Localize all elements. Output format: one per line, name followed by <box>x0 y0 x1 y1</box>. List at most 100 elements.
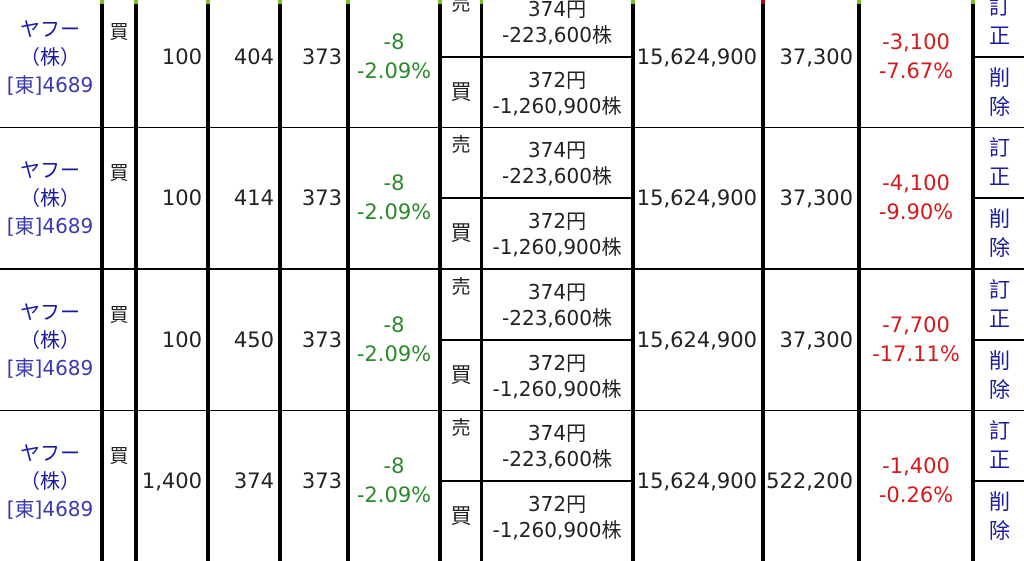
delete-label-1: 削 <box>989 349 1010 374</box>
trade-side: 買 <box>104 0 134 127</box>
ask-quantity: -223,600株 <box>502 305 612 330</box>
edit-label-1: 訂 <box>989 0 1010 20</box>
bid-quantity: -1,260,900株 <box>492 93 622 118</box>
profit-loss-percent: -17.11% <box>872 342 960 366</box>
trading-volume: 15,624,900 <box>636 468 757 493</box>
bid-quantity: -1,260,900株 <box>492 517 622 542</box>
sell-label: 売 <box>451 417 471 439</box>
quantity-value: 1,400 <box>141 468 202 493</box>
acquisition-price-cell: 414 <box>210 128 278 268</box>
quantity-cell: 100 <box>138 0 206 127</box>
trading-volume: 15,624,900 <box>636 327 757 352</box>
buy-label: 買 <box>450 221 472 246</box>
current-price-cell: 373 <box>282 0 346 127</box>
current-price-cell: 373 <box>282 270 346 410</box>
stock-name-link[interactable]: ヤフー （株） [東]4689 <box>0 0 100 127</box>
stock-name-suffix: （株） <box>20 45 80 69</box>
profit-loss-percent: -9.90% <box>878 200 954 224</box>
buy-label-cell: 買 <box>442 199 480 268</box>
valuation-cell: 522,200 <box>765 411 857 551</box>
sell-label: 売 <box>451 134 471 156</box>
current-price: 373 <box>301 185 342 210</box>
sell-label: 売 <box>451 276 471 298</box>
trade-side-label: 買 <box>109 20 129 43</box>
sell-label-cell: 売 <box>442 411 480 480</box>
current-price: 373 <box>301 327 342 352</box>
trading-volume: 15,624,900 <box>636 185 757 210</box>
profit-loss-cell: -3,100 -7.67% <box>861 0 971 127</box>
best-bid-quote: 372円 -1,260,900株 <box>483 341 631 410</box>
profit-loss-cell: -4,100 -9.90% <box>861 128 971 268</box>
stock-name-link[interactable]: ヤフー （株） [東]4689 <box>0 270 100 410</box>
bid-price: 372円 <box>527 350 587 375</box>
delete-button[interactable]: 削除 <box>975 199 1024 268</box>
quantity-value: 100 <box>161 44 202 69</box>
stock-name-link[interactable]: ヤフー （株） [東]4689 <box>0 128 100 268</box>
price-change-cell: -8 -2.09% <box>350 411 438 551</box>
buy-label: 買 <box>450 363 472 388</box>
stock-name-suffix: （株） <box>20 186 80 210</box>
delete-button[interactable]: 削除 <box>975 58 1024 127</box>
ask-price: 374円 <box>527 0 587 21</box>
edit-label-1: 訂 <box>989 136 1010 161</box>
price-change-percent: -2.09% <box>356 483 432 507</box>
delete-label-1: 削 <box>989 207 1010 232</box>
best-ask-quote: 374円 -223,600株 <box>483 0 631 56</box>
edit-order-button[interactable]: 訂正 <box>975 0 1024 56</box>
sell-label-cell: 売 <box>442 128 480 197</box>
delete-label-2: 除 <box>989 235 1010 260</box>
acquisition-price-cell: 404 <box>210 0 278 127</box>
current-price-cell: 373 <box>282 128 346 268</box>
stock-name: ヤフー <box>20 441 80 465</box>
stock-name-link[interactable]: ヤフー （株） [東]4689 <box>0 411 100 551</box>
edit-order-button[interactable]: 訂正 <box>975 128 1024 197</box>
trade-side: 買 <box>104 411 134 551</box>
ask-quantity: -223,600株 <box>502 446 612 471</box>
trade-side: 買 <box>104 128 134 268</box>
acquisition-price: 414 <box>233 185 274 210</box>
stock-name: ヤフー <box>20 17 80 41</box>
stock-code: [東]4689 <box>6 356 94 380</box>
stock-name-suffix: （株） <box>20 328 80 352</box>
volume-cell: 15,624,900 <box>635 0 761 127</box>
market-value: 37,300 <box>779 44 853 69</box>
best-bid-quote: 372円 -1,260,900株 <box>483 58 631 127</box>
quantity-cell: 100 <box>138 128 206 268</box>
trade-side-label: 買 <box>109 303 129 326</box>
ask-quantity: -223,600株 <box>502 163 612 188</box>
market-value: 37,300 <box>779 185 853 210</box>
price-change-percent: -2.09% <box>356 342 432 366</box>
volume-cell: 15,624,900 <box>635 128 761 268</box>
delete-label-1: 削 <box>989 66 1010 91</box>
edit-label-1: 訂 <box>989 419 1010 444</box>
sell-label: 売 <box>451 0 471 15</box>
stock-name: ヤフー <box>20 158 80 182</box>
best-ask-quote: 374円 -223,600株 <box>483 128 631 197</box>
price-change-percent: -2.09% <box>356 59 432 83</box>
quantity-value: 100 <box>161 185 202 210</box>
market-value: 37,300 <box>779 327 853 352</box>
market-value: 522,200 <box>766 468 853 493</box>
edit-label-2: 正 <box>989 164 1010 189</box>
current-price: 373 <box>301 468 342 493</box>
edit-label-2: 正 <box>989 306 1010 331</box>
best-bid-quote: 372円 -1,260,900株 <box>483 482 631 551</box>
profit-loss-percent: -7.67% <box>878 59 954 83</box>
edit-order-button[interactable]: 訂正 <box>975 270 1024 339</box>
valuation-cell: 37,300 <box>765 128 857 268</box>
best-ask-quote: 374円 -223,600株 <box>483 270 631 339</box>
buy-label-cell: 買 <box>442 482 480 551</box>
current-price: 373 <box>301 44 342 69</box>
buy-label-cell: 買 <box>442 341 480 410</box>
ask-price: 374円 <box>527 137 587 162</box>
trade-side-label: 買 <box>109 161 129 184</box>
edit-order-button[interactable]: 訂正 <box>975 411 1024 480</box>
valuation-cell: 37,300 <box>765 0 857 127</box>
delete-button[interactable]: 削除 <box>975 482 1024 551</box>
stock-code: [東]4689 <box>6 73 94 97</box>
delete-button[interactable]: 削除 <box>975 341 1024 410</box>
buy-label: 買 <box>450 80 472 105</box>
delete-label-2: 除 <box>989 94 1010 119</box>
valuation-cell: 37,300 <box>765 270 857 410</box>
